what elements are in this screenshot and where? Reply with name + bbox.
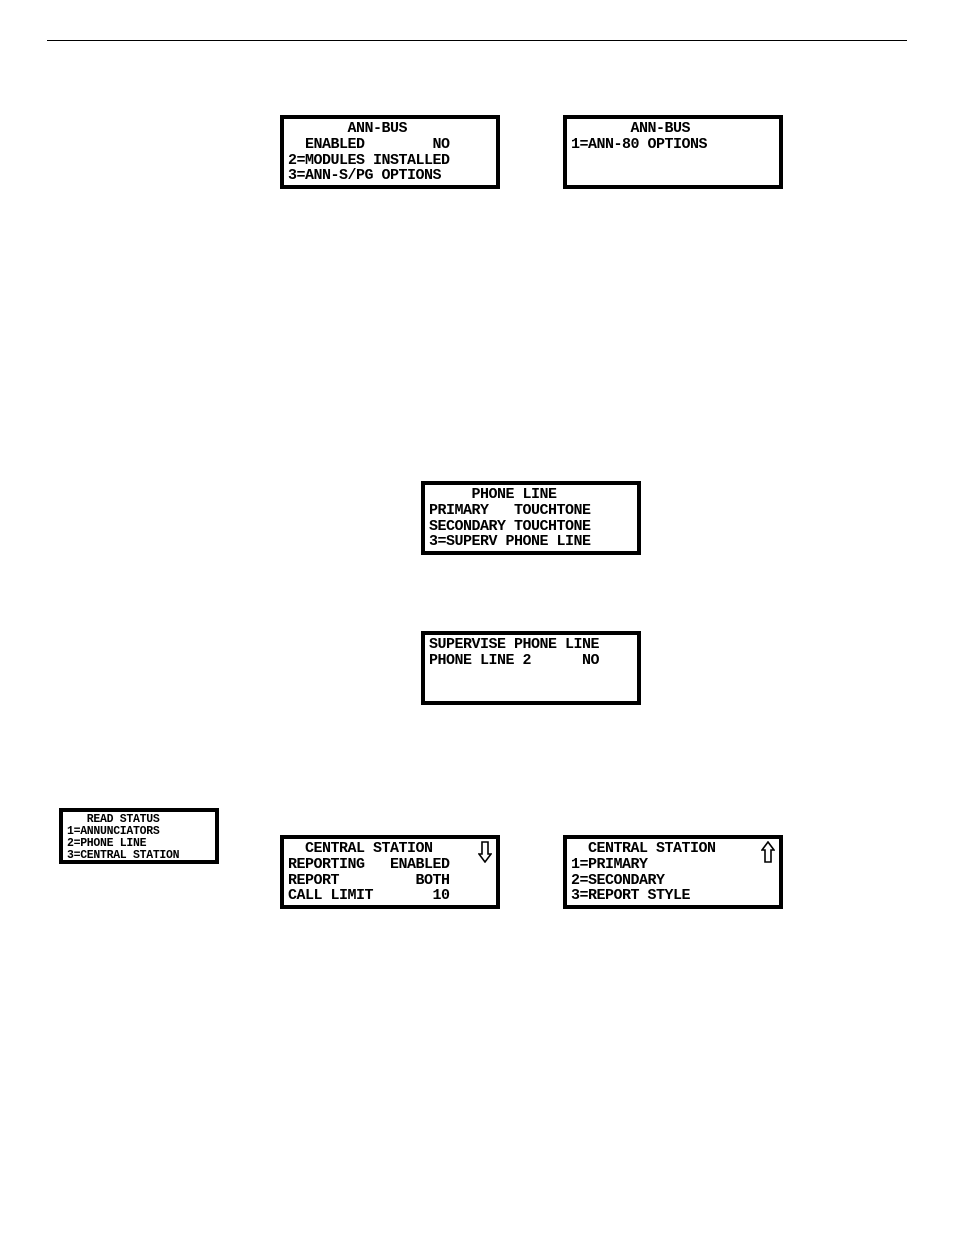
lcd-line: CENTRAL STATION — [571, 841, 775, 857]
lcd-line: PHONE LINE 2 NO — [429, 653, 633, 669]
lcd-ann-bus-1: ANN-BUS ENABLED NO 2=MODULES INSTALLED 3… — [280, 115, 500, 189]
lcd-line: 3=SUPERV PHONE LINE — [429, 534, 633, 550]
lcd-line: 3=CENTRAL STATION — [67, 850, 211, 862]
lcd-line: PHONE LINE — [429, 487, 633, 503]
lcd-line: CALL LIMIT 10 — [288, 888, 492, 904]
lcd-line: SECONDARY TOUCHTONE — [429, 519, 633, 535]
lcd-line: CENTRAL STATION — [288, 841, 492, 857]
page-top-divider — [47, 40, 907, 41]
lcd-central-station-1: CENTRAL STATION REPORTING ENABLED REPORT… — [280, 835, 500, 909]
lcd-phone-line: PHONE LINE PRIMARY TOUCHTONE SECONDARY T… — [421, 481, 641, 555]
lcd-line: SUPERVISE PHONE LINE — [429, 637, 633, 653]
lcd-line: ENABLED NO — [288, 137, 492, 153]
lcd-central-station-2: CENTRAL STATION 1=PRIMARY 2=SECONDARY 3=… — [563, 835, 783, 909]
lcd-line: REPORTING ENABLED — [288, 857, 492, 873]
lcd-line: 1=ANN-80 OPTIONS — [571, 137, 775, 153]
lcd-line: 2=SECONDARY — [571, 873, 775, 889]
lcd-line: 1=PRIMARY — [571, 857, 775, 873]
lcd-read-status: READ STATUS 1=ANNUNCIATORS 2=PHONE LINE … — [59, 808, 219, 864]
lcd-line: REPORT BOTH — [288, 873, 492, 889]
lcd-line: ANN-BUS — [571, 121, 775, 137]
scroll-down-arrow-icon — [478, 841, 492, 868]
lcd-supervise-phone-line: SUPERVISE PHONE LINE PHONE LINE 2 NO — [421, 631, 641, 705]
scroll-up-arrow-icon — [761, 841, 775, 868]
lcd-line: 2=MODULES INSTALLED — [288, 153, 492, 169]
lcd-ann-bus-2: ANN-BUS 1=ANN-80 OPTIONS — [563, 115, 783, 189]
lcd-line: ANN-BUS — [288, 121, 492, 137]
lcd-line: 3=REPORT STYLE — [571, 888, 775, 904]
lcd-line: PRIMARY TOUCHTONE — [429, 503, 633, 519]
lcd-line: 3=ANN-S/PG OPTIONS — [288, 168, 492, 184]
